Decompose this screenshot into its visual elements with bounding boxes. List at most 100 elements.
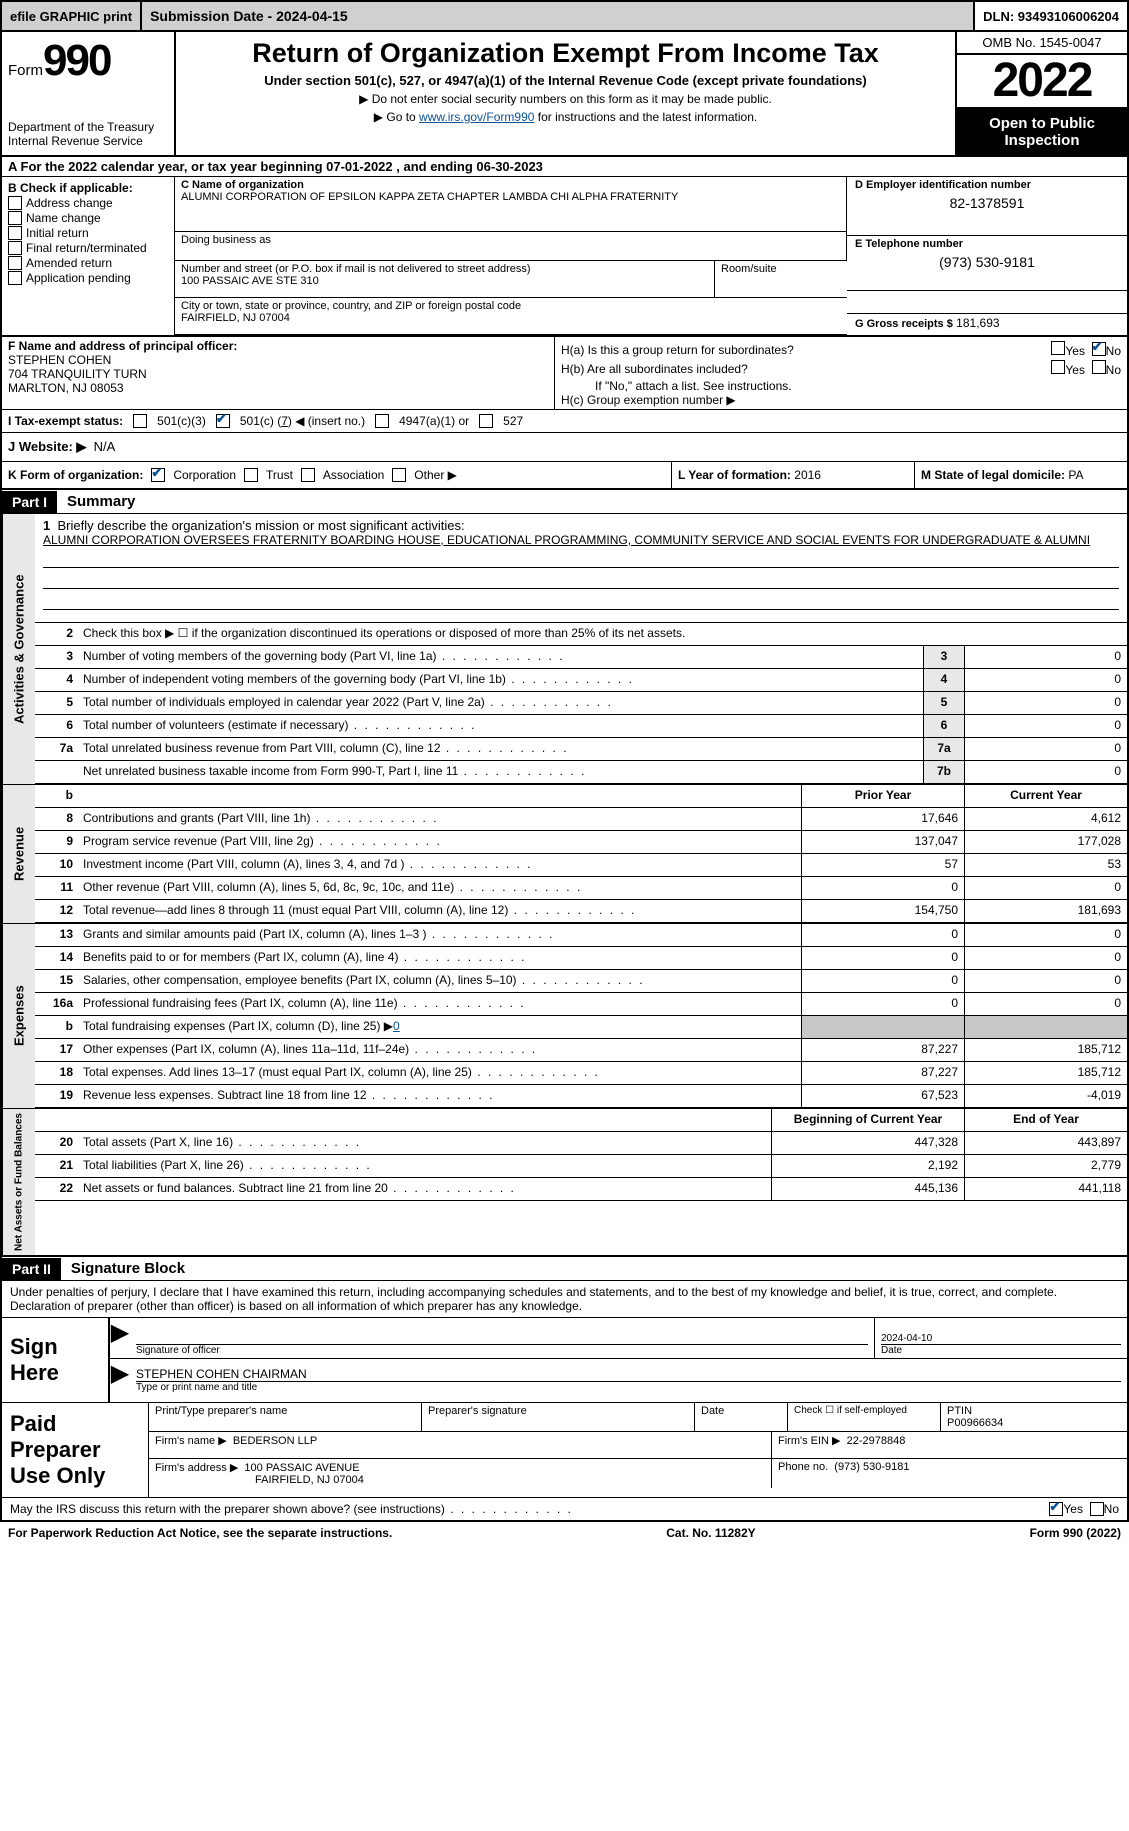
chk-app-pending[interactable] — [8, 271, 22, 285]
goto-suffix: for instructions and the latest informat… — [534, 110, 757, 124]
prior-value: 67,523 — [801, 1085, 964, 1107]
form-990-page: efile GRAPHIC print Submission Date - 20… — [0, 0, 1129, 1544]
line-desc: Total unrelated business revenue from Pa… — [79, 738, 923, 760]
irs-label: Internal Revenue Service — [8, 134, 143, 148]
chk-initial-return[interactable] — [8, 226, 22, 240]
table-row: 9 Program service revenue (Part VIII, li… — [35, 831, 1127, 854]
table-row: 21 Total liabilities (Part X, line 26) 2… — [35, 1155, 1127, 1178]
summary-net-assets: Net Assets or Fund Balances Beginning of… — [0, 1109, 1129, 1257]
website-value: N/A — [94, 439, 116, 455]
dept-treasury: Department of the Treasury — [8, 120, 154, 134]
current-value: 0 — [964, 947, 1127, 969]
line-desc: Other revenue (Part VIII, column (A), li… — [79, 877, 801, 899]
omb-number: OMB No. 1545-0047 — [957, 32, 1127, 55]
chk-address-change[interactable] — [8, 196, 22, 210]
shaded-cell-2 — [964, 1016, 1127, 1038]
firm-addr2: FAIRFIELD, NJ 07004 — [155, 1474, 364, 1486]
lbl-may-no: No — [1104, 1502, 1119, 1516]
efile-print-button[interactable]: efile GRAPHIC print — [2, 2, 142, 30]
firm-addr-label: Firm's address ▶ — [155, 1462, 238, 1474]
ptin-value: P00966634 — [947, 1417, 1003, 1429]
line-number: 13 — [35, 924, 79, 946]
top-bar: efile GRAPHIC print Submission Date - 20… — [0, 0, 1129, 32]
current-value: 441,118 — [964, 1178, 1127, 1200]
officer-name: STEPHEN COHEN — [8, 353, 111, 367]
line-desc: Revenue less expenses. Subtract line 18 … — [79, 1085, 801, 1107]
officer-label: F Name and address of principal officer: — [8, 339, 237, 353]
col-current-year: Current Year — [964, 785, 1127, 807]
line-number: 17 — [35, 1039, 79, 1061]
line-b-value: 0 — [393, 1019, 400, 1033]
lbl-501c3: 501(c)(3) — [157, 414, 206, 428]
current-value: 185,712 — [964, 1062, 1127, 1084]
chk-may-no[interactable] — [1090, 1502, 1104, 1516]
table-row: 20 Total assets (Part X, line 16) 447,32… — [35, 1132, 1127, 1155]
line-value: 0 — [964, 692, 1127, 714]
signature-block: Under penalties of perjury, I declare th… — [0, 1281, 1129, 1403]
current-value: 185,712 — [964, 1039, 1127, 1061]
prior-value: 87,227 — [801, 1062, 964, 1084]
table-row: 14 Benefits paid to or for members (Part… — [35, 947, 1127, 970]
chk-4947[interactable] — [375, 414, 389, 428]
section-f: F Name and address of principal officer:… — [2, 337, 555, 409]
chk-amended[interactable] — [8, 256, 22, 270]
tax-status-label: I Tax-exempt status: — [8, 414, 123, 428]
summary-revenue: Revenue b Prior Year Current Year 8 Cont… — [0, 785, 1129, 924]
ein-value: 82-1378591 — [855, 195, 1119, 211]
line-desc: Total assets (Part X, line 16) — [79, 1132, 771, 1154]
may-irs-discuss: May the IRS discuss this return with the… — [0, 1498, 1129, 1522]
col-prior-year: Prior Year — [801, 785, 964, 807]
year-formation-label: L Year of formation: — [678, 468, 791, 482]
tel-value: (973) 530-9181 — [855, 254, 1119, 270]
chk-trust[interactable] — [244, 468, 258, 482]
lbl-corp: Corporation — [173, 468, 236, 482]
chk-ha-yes[interactable] — [1051, 341, 1065, 355]
irs-link[interactable]: www.irs.gov/Form990 — [419, 110, 534, 124]
chk-assoc[interactable] — [301, 468, 315, 482]
chk-final-return[interactable] — [8, 241, 22, 255]
table-row: 16a Professional fundraising fees (Part … — [35, 993, 1127, 1016]
prior-value: 2,192 — [771, 1155, 964, 1177]
prior-value: 17,646 — [801, 808, 964, 830]
chk-ha-no[interactable] — [1092, 342, 1106, 356]
hc-label: H(c) Group exemption number ▶ — [561, 393, 1121, 407]
lbl-address-change: Address change — [26, 196, 113, 210]
line-desc: Total expenses. Add lines 13–17 (must eq… — [79, 1062, 801, 1084]
table-row: 5 Total number of individuals employed i… — [35, 692, 1127, 715]
chk-hb-no[interactable] — [1092, 360, 1106, 374]
table-row: 13 Grants and similar amounts paid (Part… — [35, 924, 1127, 947]
lbl-amended: Amended return — [26, 256, 112, 270]
table-row: 8 Contributions and grants (Part VIII, l… — [35, 808, 1127, 831]
chk-hb-yes[interactable] — [1051, 360, 1065, 374]
paid-preparer-label: Paid Preparer Use Only — [2, 1403, 149, 1497]
chk-may-yes[interactable] — [1049, 1502, 1063, 1516]
state-domicile: PA — [1068, 468, 1083, 482]
lbl-501c-post: ) ◀ (insert no.) — [288, 414, 365, 428]
current-value: -4,019 — [964, 1085, 1127, 1107]
chk-other[interactable] — [392, 468, 406, 482]
prior-value: 0 — [801, 877, 964, 899]
firm-addr1: 100 PASSAIC AVENUE — [244, 1462, 359, 1474]
line-number: 10 — [35, 854, 79, 876]
chk-501c[interactable] — [216, 414, 230, 428]
entity-info-block: B Check if applicable: Address change Na… — [0, 177, 1129, 337]
line-desc: Salaries, other compensation, employee b… — [79, 970, 801, 992]
chk-527[interactable] — [479, 414, 493, 428]
form-org-label: K Form of organization: — [8, 468, 143, 482]
self-employed-check: Check ☐ if self-employed — [788, 1403, 941, 1431]
line-value: 0 — [964, 738, 1127, 760]
current-value: 0 — [964, 970, 1127, 992]
line-number: 8 — [35, 808, 79, 830]
line-number: 9 — [35, 831, 79, 853]
section-i: I Tax-exempt status: 501(c)(3) 501(c) (7… — [0, 410, 1129, 433]
prior-value: 0 — [801, 947, 964, 969]
firm-phone: (973) 530-9181 — [834, 1461, 909, 1473]
form-label: Form — [8, 62, 43, 79]
dba-label: Doing business as — [181, 234, 271, 246]
chk-corp[interactable] — [151, 468, 165, 482]
line-number: 19 — [35, 1085, 79, 1107]
chk-name-change[interactable] — [8, 211, 22, 225]
line-value: 0 — [964, 646, 1127, 668]
section-j: J Website: ▶ N/A — [0, 433, 1129, 462]
chk-501c3[interactable] — [133, 414, 147, 428]
